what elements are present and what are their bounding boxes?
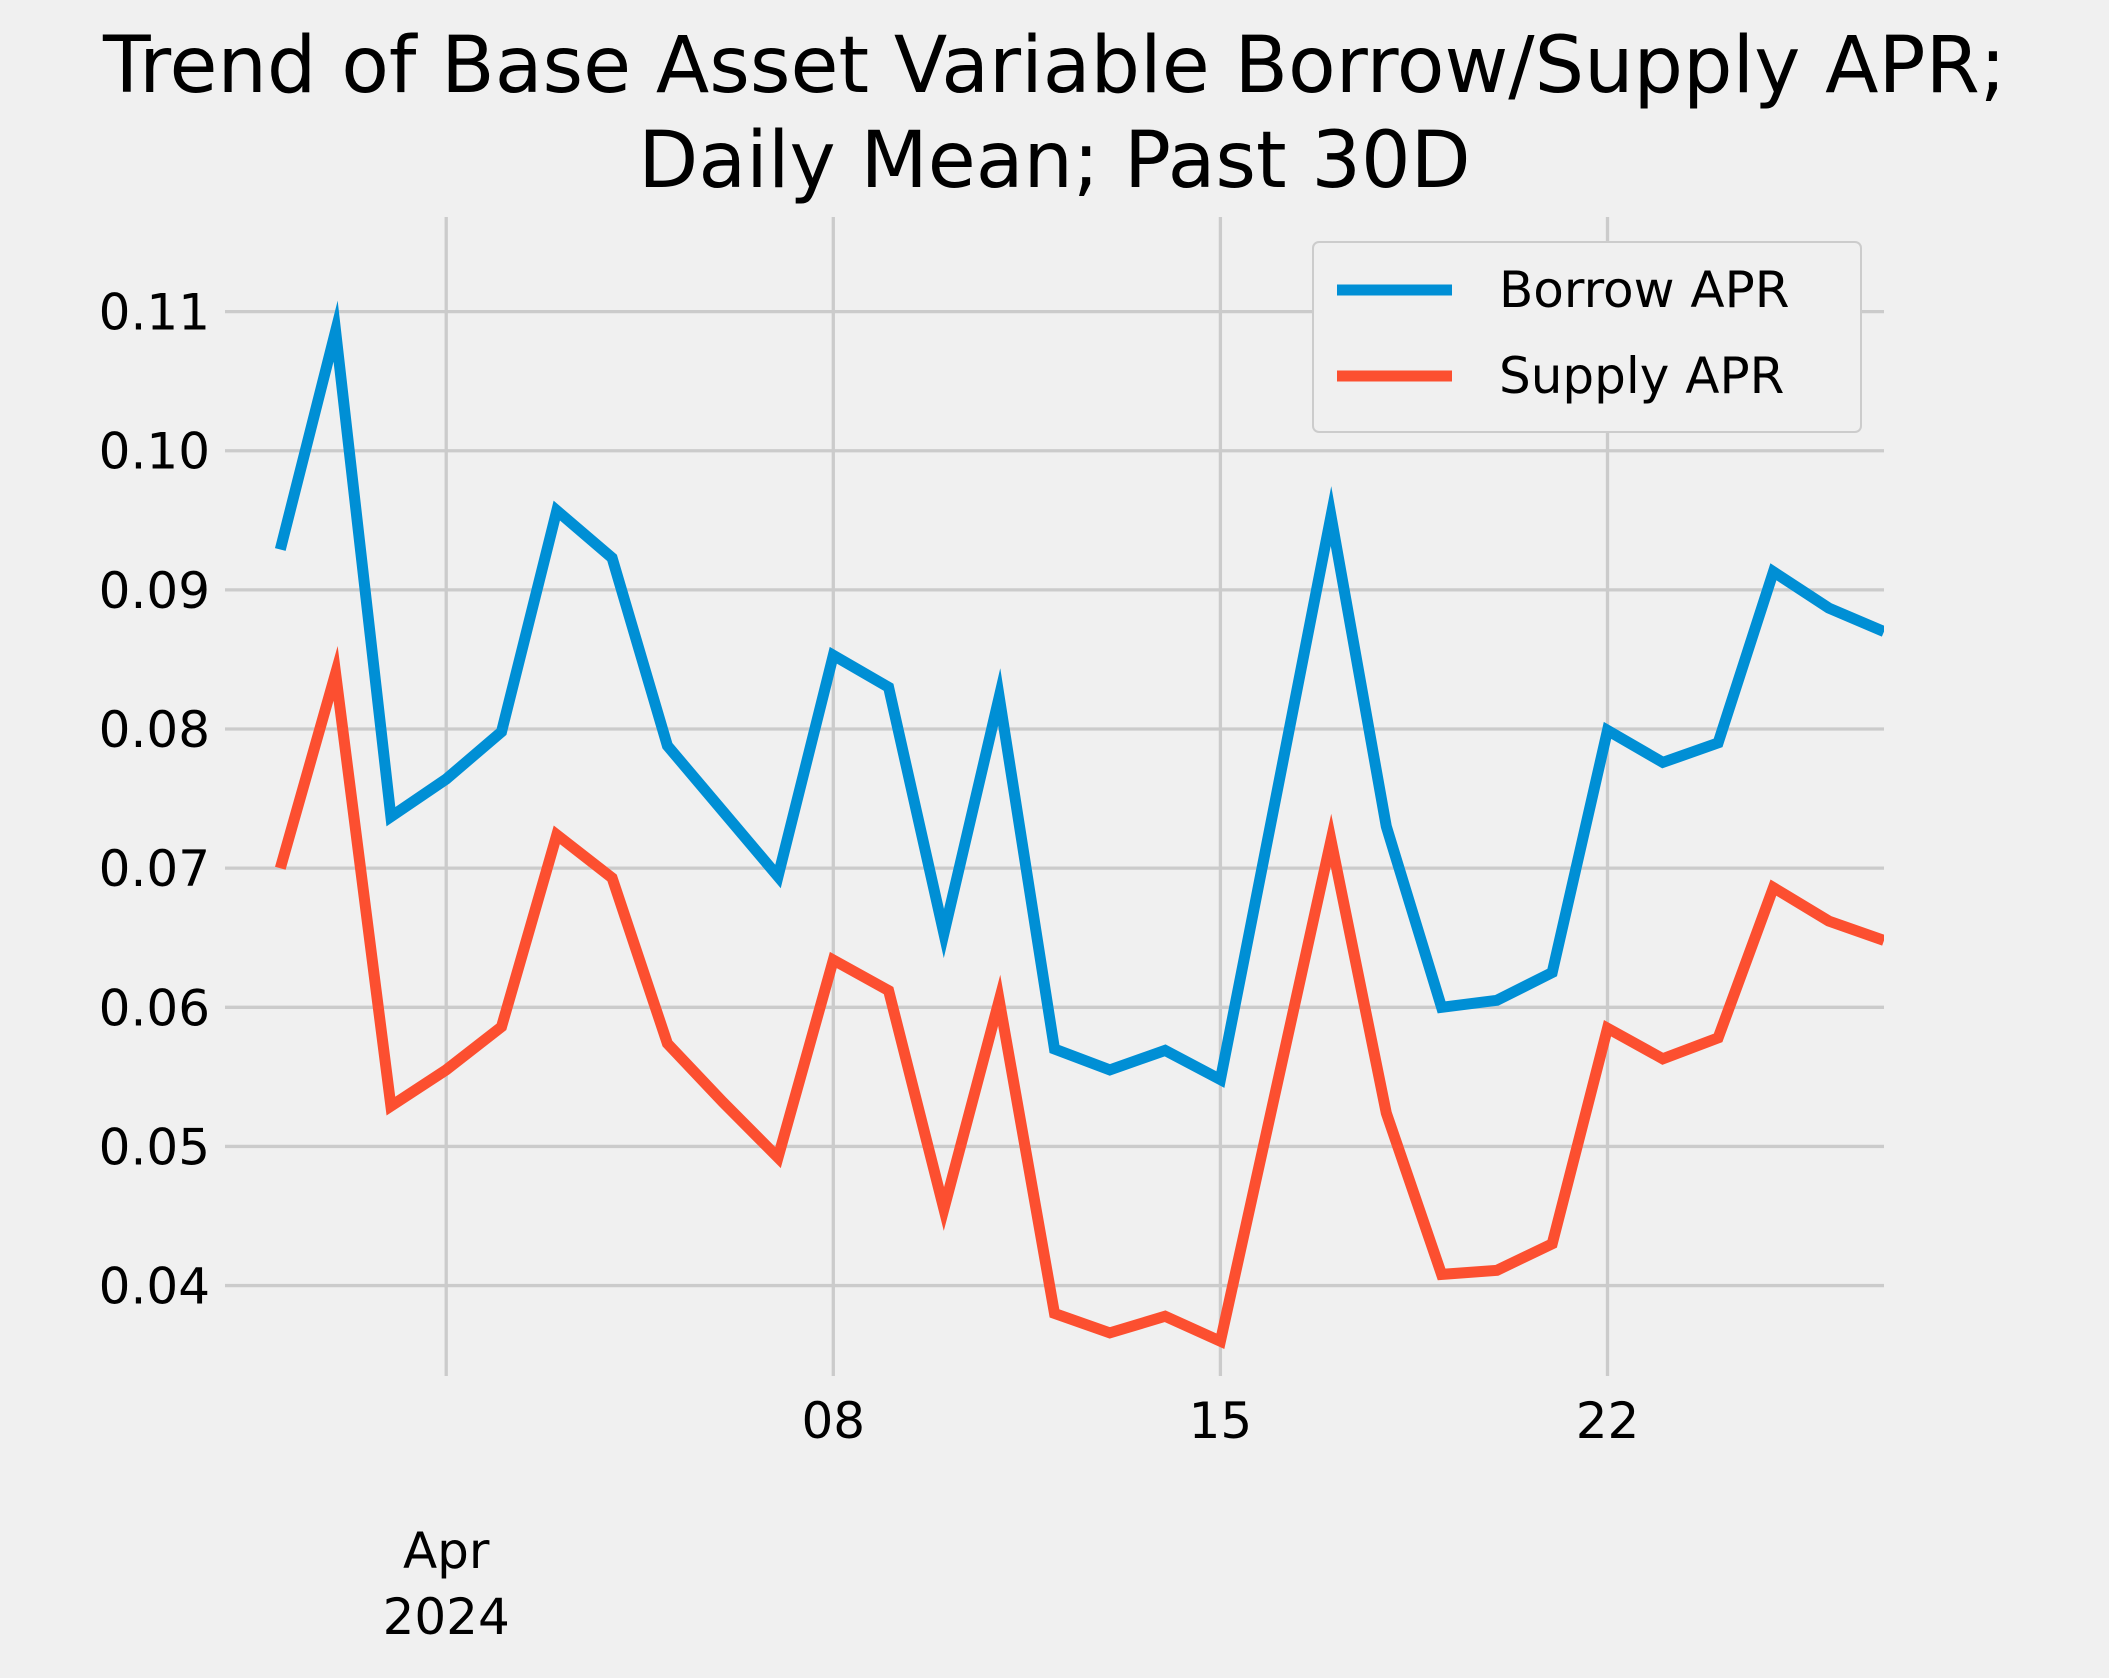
x-tick-label: 15 xyxy=(1189,1392,1253,1450)
x-tick-label: 08 xyxy=(801,1392,865,1450)
y-tick-label: 0.05 xyxy=(99,1118,210,1176)
chart-subtitle: Daily Mean; Past 30D xyxy=(638,116,1470,206)
y-tick-label: 0.11 xyxy=(99,284,210,342)
series-line-borrow-apr xyxy=(274,300,1884,1088)
legend-label-supply: Supply APR xyxy=(1499,347,1784,405)
chart-title: Trend of Base Asset Variable Borrow/Supp… xyxy=(102,21,2006,111)
y-axis-ticks: 0.04 0.05 0.06 0.07 0.08 0.09 0.10 0.11 xyxy=(99,284,210,1316)
y-tick-label: 0.10 xyxy=(99,423,210,481)
x-tick-label-year: 2024 xyxy=(383,1588,510,1646)
x-axis-ticks: Apr 2024 08 15 22 xyxy=(383,1392,1640,1646)
y-tick-label: 0.04 xyxy=(99,1258,210,1316)
series-line-supply-apr xyxy=(275,646,1884,1350)
legend: Borrow APR Supply APR xyxy=(1312,241,1862,433)
y-tick-label: 0.08 xyxy=(99,701,210,759)
series-lines xyxy=(274,300,1884,1350)
y-tick-label: 0.09 xyxy=(99,562,210,620)
y-tick-label: 0.07 xyxy=(99,840,210,898)
legend-label-borrow: Borrow APR xyxy=(1499,261,1790,319)
y-tick-label: 0.06 xyxy=(99,979,210,1037)
x-tick-label: Apr xyxy=(403,1522,490,1580)
x-tick-label: 22 xyxy=(1576,1392,1640,1450)
